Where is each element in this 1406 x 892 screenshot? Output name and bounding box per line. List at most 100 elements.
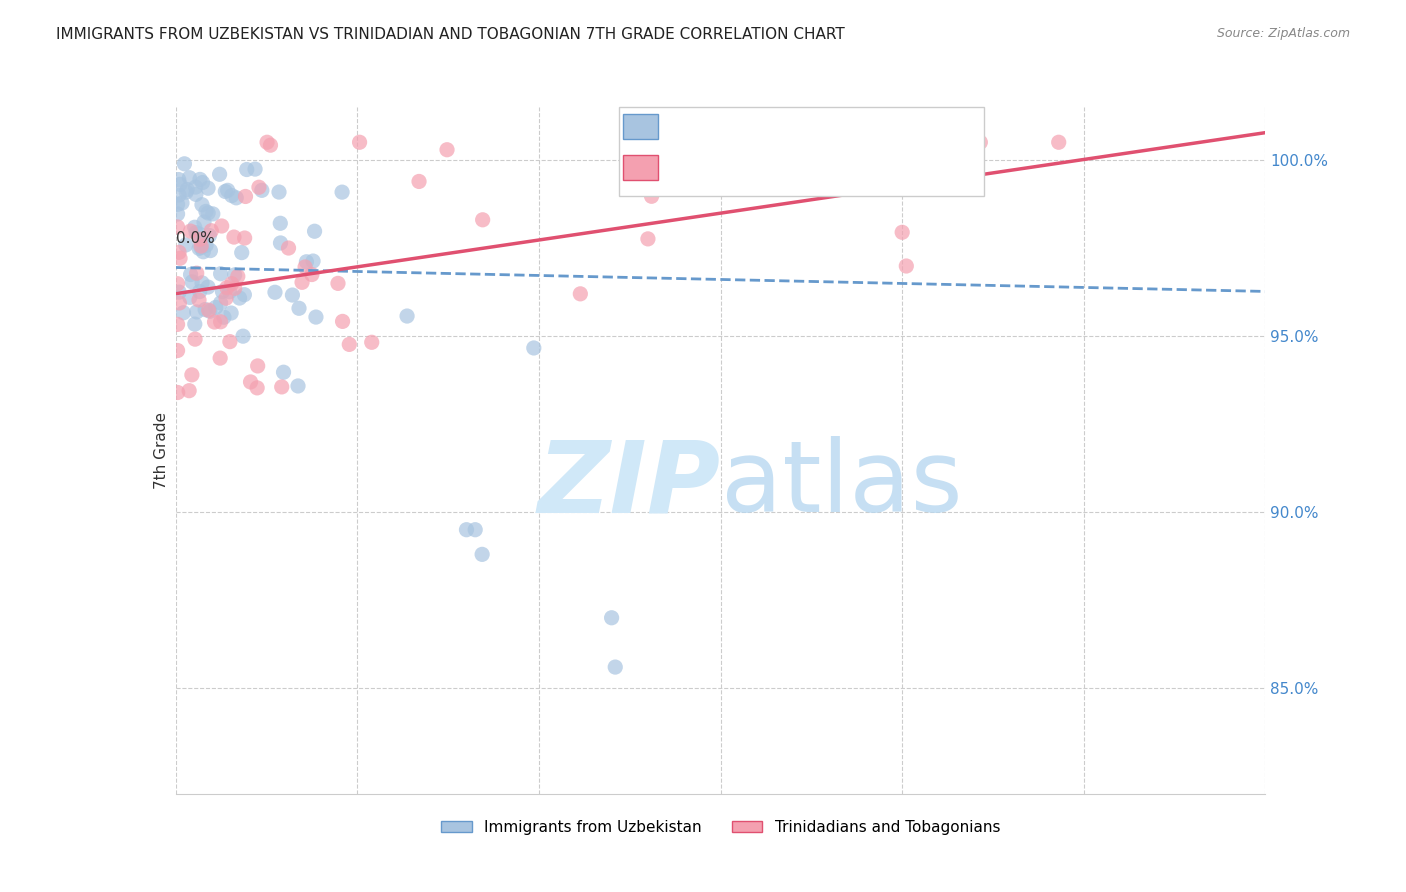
Point — [166, 197, 188, 211]
Point — [209, 267, 232, 281]
Point — [217, 183, 239, 197]
Point — [211, 219, 233, 233]
Point — [169, 252, 191, 266]
Point — [264, 285, 287, 300]
Point — [233, 231, 256, 245]
Point — [184, 226, 207, 240]
Point — [166, 318, 188, 332]
Point — [305, 310, 328, 324]
Point — [569, 286, 592, 301]
Point — [204, 301, 226, 315]
Point — [188, 293, 211, 307]
Point — [844, 135, 866, 149]
Point — [191, 176, 214, 190]
Point — [235, 189, 257, 203]
Point — [176, 182, 198, 196]
Point — [166, 219, 188, 234]
Point — [167, 285, 190, 300]
Point — [167, 172, 190, 186]
Point — [277, 241, 299, 255]
Point — [969, 135, 991, 149]
Point — [169, 296, 191, 310]
Point — [197, 280, 219, 294]
Point — [436, 143, 458, 157]
Point — [197, 181, 219, 195]
Text: R =  0.449   N = 58: R = 0.449 N = 58 — [668, 159, 844, 177]
Point — [170, 196, 193, 211]
Point — [167, 188, 190, 202]
Point — [896, 259, 918, 273]
Point — [250, 183, 273, 197]
Point — [233, 287, 256, 301]
Point — [198, 228, 221, 243]
Point — [326, 277, 349, 291]
Point — [172, 306, 194, 320]
Point — [471, 212, 494, 227]
Point — [637, 232, 659, 246]
Point — [179, 384, 201, 398]
Text: ZIP: ZIP — [537, 436, 721, 533]
Point — [166, 207, 188, 221]
Point — [166, 277, 188, 291]
Point — [224, 281, 246, 295]
Point — [270, 235, 292, 250]
Point — [215, 280, 238, 294]
Point — [219, 334, 242, 349]
Point — [302, 254, 325, 268]
Point — [226, 269, 249, 284]
Point — [214, 185, 236, 199]
Point — [184, 180, 207, 194]
Point — [179, 170, 201, 185]
Point — [197, 303, 219, 318]
Point — [197, 206, 219, 220]
Point — [605, 660, 627, 674]
Point — [166, 343, 188, 358]
Point — [228, 291, 250, 305]
Point — [174, 238, 197, 252]
Point — [193, 244, 215, 259]
Y-axis label: 7th Grade: 7th Grade — [153, 412, 169, 489]
Point — [640, 189, 662, 203]
Point — [181, 275, 204, 289]
Point — [190, 239, 212, 253]
Point — [201, 207, 224, 221]
Point — [194, 302, 217, 317]
Point — [190, 240, 212, 254]
Point — [471, 547, 494, 561]
Point — [243, 162, 266, 177]
Point — [209, 351, 232, 365]
Point — [180, 368, 202, 382]
Point — [219, 306, 242, 320]
Point — [396, 309, 419, 323]
Point — [523, 341, 546, 355]
Point — [349, 135, 371, 149]
Point — [204, 315, 226, 329]
Point — [184, 187, 207, 202]
Point — [256, 135, 278, 149]
Point — [1047, 135, 1070, 149]
Point — [167, 245, 190, 260]
Point — [222, 230, 245, 244]
Point — [360, 335, 382, 350]
Point — [166, 385, 188, 400]
Point — [891, 225, 914, 239]
Point — [294, 260, 316, 274]
Point — [330, 185, 353, 199]
Point — [600, 611, 623, 625]
Point — [173, 157, 195, 171]
Point — [180, 224, 202, 238]
Point — [184, 317, 207, 331]
Point — [186, 305, 208, 319]
Point — [200, 224, 222, 238]
Point — [191, 197, 214, 211]
Point — [267, 185, 290, 199]
Point — [200, 244, 222, 258]
Point — [225, 191, 247, 205]
Point — [270, 380, 292, 394]
Point — [221, 277, 243, 291]
Point — [247, 180, 270, 194]
Point — [273, 365, 295, 379]
Point — [195, 238, 218, 252]
Point — [221, 188, 243, 202]
Text: Source: ZipAtlas.com: Source: ZipAtlas.com — [1216, 27, 1350, 40]
